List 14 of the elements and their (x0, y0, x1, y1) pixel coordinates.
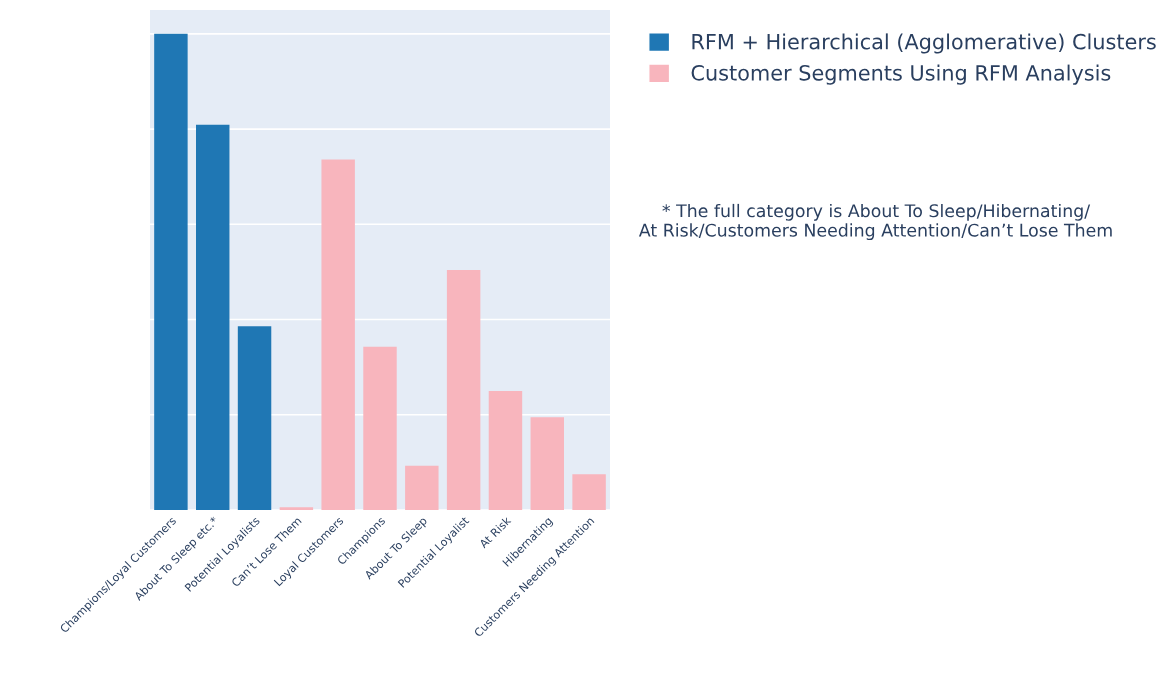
bar (196, 124, 230, 510)
bar (405, 465, 439, 510)
legend-label: Customer Segments Using RFM Analysis (691, 64, 1111, 85)
bar (446, 270, 481, 510)
text: * The full category is About To Sleep/Hibernating/ At Risk/Customers Needing Attention/Can’t Lose Them (638, 203, 1112, 241)
bar (363, 346, 397, 510)
bar (321, 159, 355, 510)
bar (530, 417, 564, 510)
bar (279, 507, 314, 510)
bar (572, 474, 606, 510)
legend-label: RFM + Hierarchical (Agglomerative) Clusters (692, 33, 1156, 54)
bar (237, 326, 272, 510)
bar (488, 390, 523, 510)
bar (154, 33, 188, 510)
